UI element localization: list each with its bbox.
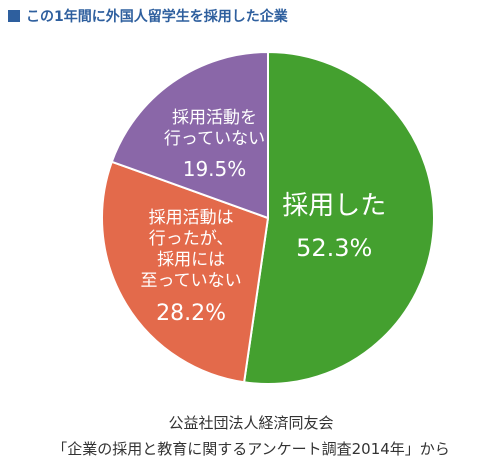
pie-slice-2-label-line-3: 採用には	[157, 250, 225, 270]
pie-slice-2	[101, 160, 270, 384]
pie-slice-1-value: 52.3%	[296, 234, 372, 262]
pie-slice-2-label-line-4: 至っていない	[141, 271, 242, 291]
pie-slice-3-value: 19.5%	[183, 157, 247, 181]
chart-title: この1年間に外国人留学生を採用した企業	[26, 9, 288, 25]
pie-slice-1	[242, 50, 435, 385]
pie-slice-1-label-line-1: 採用した	[282, 191, 386, 221]
chart-title-row: この1年間に外国人留学生を採用した企業	[8, 6, 288, 26]
pie-slice-3	[110, 50, 269, 220]
title-square-icon	[8, 10, 20, 22]
source-survey: 「企業の採用と教育に関するアンケート調査2014年」から	[52, 440, 450, 458]
pie-slice-2-label-line-1: 採用活動は	[149, 208, 234, 228]
pie-slice-2-value: 28.2%	[156, 301, 226, 326]
pie-slice-3-label-line-1: 採用活動を	[172, 108, 257, 128]
source-organization: 公益社団法人経済同友会	[168, 414, 334, 432]
pie-slice-3-label-line-2: 行っていない	[164, 129, 265, 149]
pie-slice-2-label-line-2: 行ったが、	[149, 229, 234, 249]
